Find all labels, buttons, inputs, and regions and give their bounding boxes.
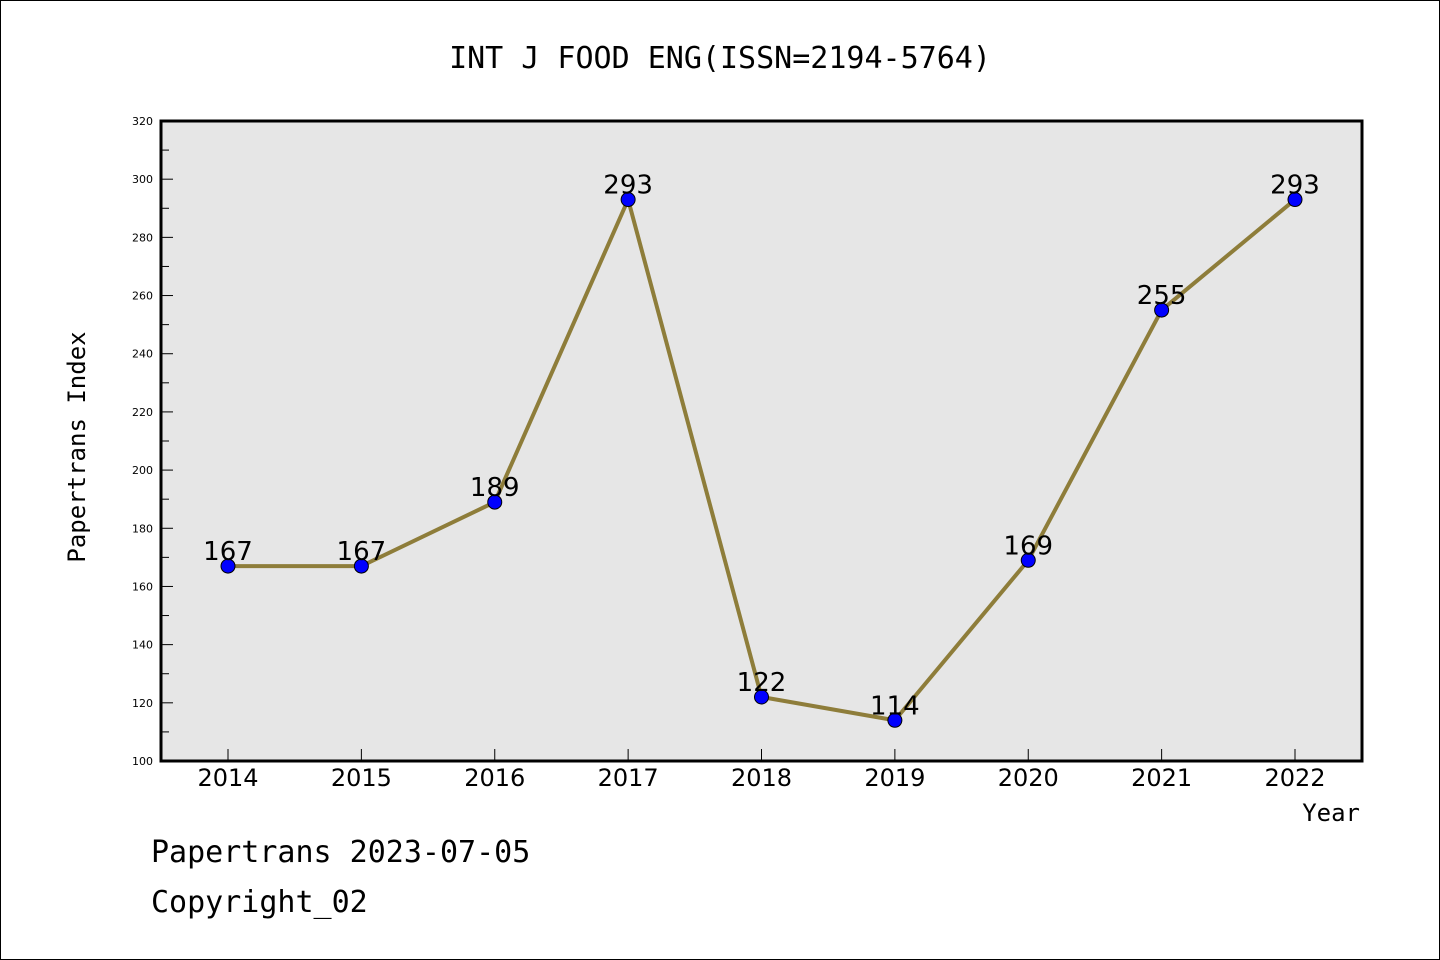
- data-label: 169: [1003, 531, 1053, 561]
- plot-area: [161, 121, 1362, 761]
- data-point-marker: [887, 712, 903, 728]
- data-label: 114: [870, 691, 920, 721]
- data-labels: 167 167 189 293 122 114 169 255 293: [203, 171, 1320, 722]
- data-label: 293: [1270, 171, 1320, 201]
- x-tick-label: 2018: [731, 764, 792, 792]
- y-tick-label: 260: [132, 290, 153, 303]
- y-tick-label: 100: [132, 755, 153, 768]
- x-axis-label: Year: [1302, 799, 1360, 827]
- data-point-marker: [1287, 192, 1303, 208]
- y-tick-label: 220: [132, 406, 153, 419]
- data-point-marker: [487, 494, 503, 510]
- data-point-marker: [1020, 552, 1036, 568]
- plot-frame: [159, 119, 1364, 763]
- x-axis: 2014 2015 2016 2017 2018 2019 2020 2021 2022: [197, 749, 1326, 792]
- data-point-marker: [620, 192, 636, 208]
- x-tick-label: 2022: [1264, 764, 1325, 792]
- y-tick-label: 180: [132, 522, 153, 535]
- data-label: 189: [470, 473, 520, 503]
- footer-copyright: Copyright_02: [151, 885, 368, 920]
- x-tick-label: 2021: [1131, 764, 1192, 792]
- data-label: 167: [337, 537, 387, 567]
- y-tick-label: 120: [132, 697, 153, 710]
- data-label: 167: [203, 537, 253, 567]
- x-tick-label: 2019: [864, 764, 925, 792]
- y-tick-label: 200: [132, 464, 153, 477]
- x-tick-label: 2016: [464, 764, 525, 792]
- x-tick-label: 2015: [331, 764, 392, 792]
- series-markers: [220, 192, 1303, 728]
- data-point-marker: [353, 558, 369, 574]
- y-tick-label: 240: [132, 348, 153, 361]
- x-tick-label: 2017: [598, 764, 659, 792]
- y-axis-label: Papertrans Index: [63, 331, 91, 562]
- footer-date: Papertrans 2023-07-05: [151, 835, 531, 870]
- x-tick-label: 2020: [998, 764, 1059, 792]
- y-tick-label: 160: [132, 580, 153, 593]
- data-point-marker: [754, 689, 769, 705]
- data-point-marker: [220, 558, 236, 574]
- x-tick-label: 2014: [197, 764, 258, 792]
- y-tick-label: 300: [132, 173, 153, 186]
- data-label: 293: [603, 171, 653, 201]
- chart-title: INT J FOOD ENG(ISSN=2194-5764): [449, 41, 991, 76]
- y-tick-label: 280: [132, 231, 153, 244]
- data-label: 255: [1137, 281, 1187, 311]
- y-tick-label: 140: [132, 639, 153, 652]
- data-label: 122: [737, 668, 787, 698]
- y-tick-label: 320: [132, 115, 153, 128]
- data-point-marker: [1154, 302, 1170, 318]
